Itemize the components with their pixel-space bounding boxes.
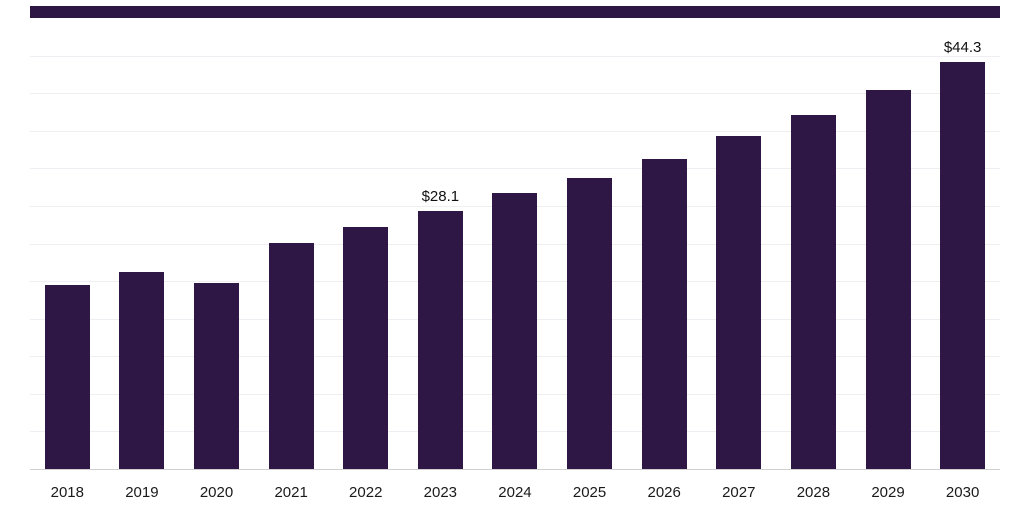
bar-column-2029 xyxy=(851,18,926,469)
bar-column-2019 xyxy=(105,18,180,469)
x-axis-label-2020: 2020 xyxy=(199,483,234,501)
x-axis-label-2025: 2025 xyxy=(572,483,607,501)
bar-2021 xyxy=(268,243,314,469)
bar-2026 xyxy=(641,159,687,469)
plot-area: $28.1 $44.3 xyxy=(30,18,1000,470)
bar-2030 xyxy=(940,62,986,469)
bar-value-label-2030: $44.3 xyxy=(943,39,982,56)
x-axis-label-2026: 2026 xyxy=(647,483,681,501)
bar-2027 xyxy=(716,136,762,469)
bar-column-2021 xyxy=(254,18,329,469)
bar-2025 xyxy=(567,178,613,469)
bar-column-2026 xyxy=(627,18,702,469)
bar-column-2018 xyxy=(30,18,105,469)
bar-value-label-2023: $28.1 xyxy=(421,188,460,205)
bar-column-2023: $28.1 xyxy=(403,18,478,469)
x-axis-label-2030: 2030 xyxy=(945,483,980,501)
bar-column-2027 xyxy=(701,18,776,469)
bars-layer: $28.1 $44.3 xyxy=(30,18,1000,469)
bar-2022 xyxy=(343,227,389,469)
gridline xyxy=(30,168,1000,169)
x-axis-label-2023: 2023 xyxy=(423,483,458,501)
bar-column-2030: $44.3 xyxy=(925,18,1000,469)
top-accent-bar xyxy=(30,6,1000,18)
bar-2029 xyxy=(865,90,911,469)
gridline xyxy=(30,93,1000,94)
x-axis-label-2019: 2019 xyxy=(125,483,159,501)
x-axis-label-2027: 2027 xyxy=(722,483,756,501)
x-axis-label-2028: 2028 xyxy=(796,483,831,501)
x-axis-label-2021: 2021 xyxy=(274,483,308,501)
bar-column-2024 xyxy=(478,18,553,469)
gridline xyxy=(30,131,1000,132)
bar-column-2020 xyxy=(179,18,254,469)
bar-2024 xyxy=(492,193,538,469)
x-axis: 2018 2019 2020 2021 2022 2023 2024 2025 2026 2027… xyxy=(30,478,1000,506)
x-axis-label-2029: 2029 xyxy=(871,483,905,501)
bar-column-2022 xyxy=(328,18,403,469)
gridline xyxy=(30,56,1000,57)
x-axis-label-2024: 2024 xyxy=(498,483,532,501)
bar-column-2028 xyxy=(776,18,851,469)
bar-2020 xyxy=(194,283,240,469)
bar-2019 xyxy=(119,272,165,469)
bar-column-2025 xyxy=(552,18,627,469)
x-axis-label-2022: 2022 xyxy=(349,483,383,501)
bar-2018 xyxy=(44,285,90,469)
bar-2023 xyxy=(417,211,463,469)
x-axis-label-2018: 2018 xyxy=(50,483,84,501)
bar-2028 xyxy=(790,115,836,469)
